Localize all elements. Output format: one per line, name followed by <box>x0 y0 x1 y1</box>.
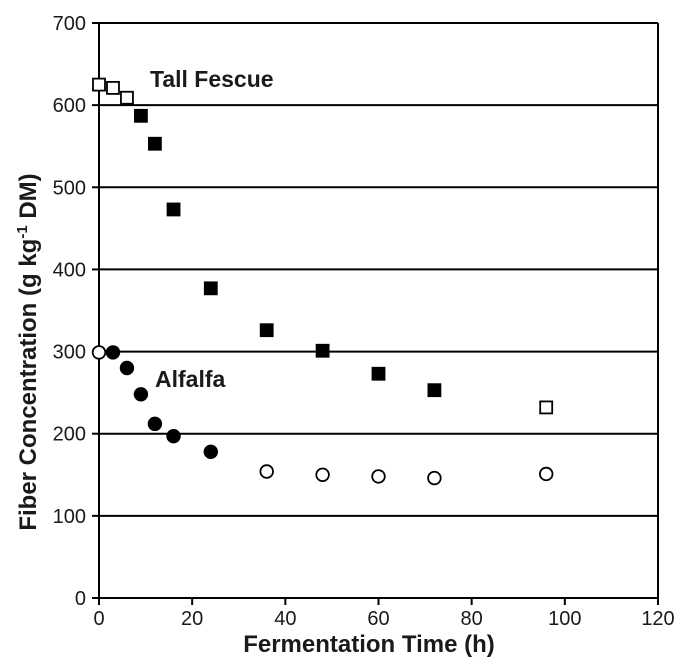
x-axis-title: Fermentation Time (h) <box>243 631 495 658</box>
alfalfa-point-2 <box>119 360 135 376</box>
tall-fescue-point-1 <box>106 80 120 95</box>
annotation-alfalfa: Alfalfa <box>155 366 226 392</box>
y-tick-label-500: 500 <box>53 177 86 199</box>
tall-fescue-point-5 <box>166 202 181 217</box>
y-tick-label-100: 100 <box>53 506 86 528</box>
x-tick-label-60: 60 <box>367 608 389 630</box>
y-axis-title: Fiber Concentration (g kg-1 DM) <box>14 173 42 530</box>
alfalfa-point-8 <box>315 467 330 482</box>
series-annotations: Tall Fescue Alfalfa <box>150 66 274 392</box>
y-tick-label-600: 600 <box>53 95 86 117</box>
tick-labels: 0 100 200 300 400 500 600 700 0 20 40 60 80 100 120 <box>53 13 675 630</box>
alfalfa-point-1 <box>105 345 121 360</box>
x-tick-label-120: 120 <box>641 608 674 630</box>
tall-fescue-point-6 <box>203 281 218 296</box>
tall-fescue-point-0 <box>92 77 106 92</box>
alfalfa-point-10 <box>427 470 442 486</box>
y-tick-label-0: 0 <box>75 588 86 610</box>
tall-fescue-point-10 <box>427 383 442 398</box>
x-tick-label-80: 80 <box>461 608 483 630</box>
alfalfa-point-5 <box>166 428 181 444</box>
tall-fescue-point-11 <box>539 400 554 415</box>
y-tick-label-300: 300 <box>53 342 86 364</box>
data-points <box>91 77 554 486</box>
tall-fescue-point-3 <box>134 108 148 123</box>
tall-fescue-point-7 <box>259 323 274 338</box>
alfalfa-point-9 <box>371 469 386 484</box>
tall-fescue-point-2 <box>120 90 134 105</box>
y-axis-title-superscript: -1 <box>14 225 31 238</box>
x-tick-label-40: 40 <box>274 608 296 630</box>
y-tick-label-700: 700 <box>53 13 86 35</box>
gridlines <box>99 22 658 517</box>
y-tick-label-200: 200 <box>53 424 86 446</box>
x-tick-label-0: 0 <box>93 608 104 630</box>
alfalfa-point-4 <box>147 416 163 432</box>
annotation-tall-fescue: Tall Fescue <box>150 66 274 92</box>
tall-fescue-point-4 <box>147 136 162 151</box>
y-axis-title-tail: DM) <box>15 173 42 225</box>
tall-fescue-point-8 <box>315 343 330 358</box>
axes <box>92 22 659 605</box>
y-tick-label-400: 400 <box>53 259 86 281</box>
alfalfa-point-3 <box>133 387 149 402</box>
x-tick-label-100: 100 <box>548 608 581 630</box>
x-tick-label-20: 20 <box>181 608 203 630</box>
y-axis-title-main: Fiber Concentration (g kg <box>15 239 42 531</box>
alfalfa-point-7 <box>259 464 274 479</box>
tall-fescue-point-9 <box>371 366 386 381</box>
alfalfa-point-11 <box>539 466 554 482</box>
alfalfa-point-0 <box>91 345 107 360</box>
alfalfa-point-6 <box>203 444 219 459</box>
